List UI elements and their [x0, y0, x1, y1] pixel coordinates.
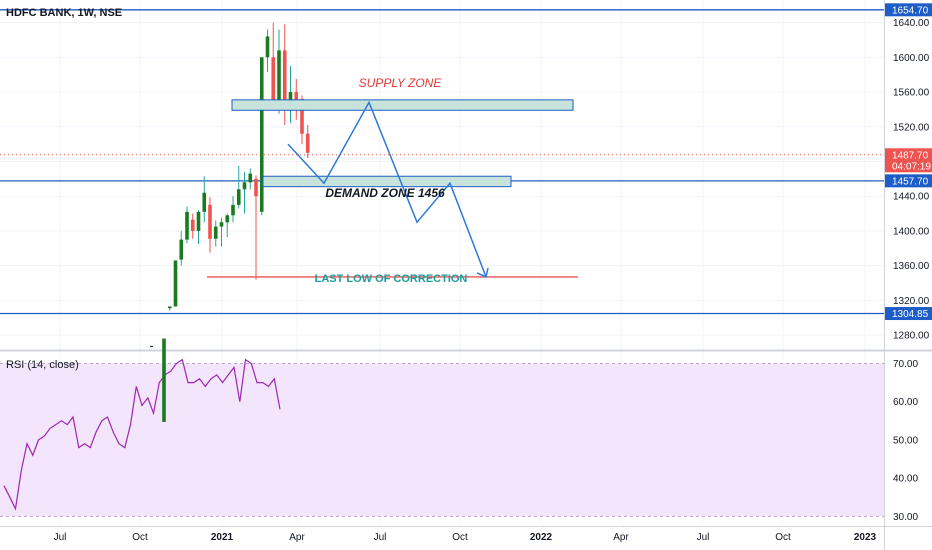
time-tick-label: Oct	[452, 532, 468, 543]
candle-body	[265, 36, 270, 58]
candle-body	[300, 98, 304, 134]
rsi-band	[0, 363, 884, 517]
price-tick-label: 1400.00	[893, 226, 930, 237]
candle-body	[219, 222, 224, 227]
price-label-value: 1304.85	[892, 309, 929, 320]
price-tick-label: 1640.00	[893, 18, 930, 29]
price-tick-label: 1520.00	[893, 122, 930, 133]
supply-zone-label: SUPPLY ZONE	[359, 76, 443, 90]
candle-body	[282, 50, 287, 106]
rsi-tick-label: 60.00	[893, 397, 918, 408]
rsi-pane	[0, 358, 884, 517]
price-label-box	[885, 148, 932, 173]
time-tick-label: 2023	[854, 532, 877, 543]
price-label-box	[885, 174, 932, 188]
candle-body	[254, 178, 258, 197]
price-tick-label: 1440.00	[893, 192, 930, 203]
rsi-tick-label: 50.00	[893, 435, 918, 446]
time-tick-label: Oct	[775, 532, 791, 543]
candle-body	[173, 260, 178, 307]
candle-body	[196, 211, 201, 231]
symbol-title: HDFC BANK, 1W, NSE	[6, 7, 123, 19]
rsi-tick-label: 40.00	[893, 474, 918, 485]
candlestick-series	[150, 22, 310, 422]
candle-body	[213, 226, 218, 239]
candle-body	[231, 204, 235, 216]
time-tick-label: 2022	[530, 532, 553, 543]
price-label-value: 1487.70	[892, 150, 929, 161]
price-tick-label: 1600.00	[893, 53, 930, 64]
candle-body	[242, 182, 247, 190]
supply-zone-box	[231, 99, 574, 111]
candle-body	[305, 133, 310, 153]
candle-body	[277, 50, 281, 103]
projection-path	[287, 100, 487, 278]
price-tick-label: 1360.00	[893, 261, 930, 272]
candle-body	[294, 92, 299, 103]
rsi-tick-label: 70.00	[893, 359, 918, 370]
rsi-line	[3, 358, 281, 511]
demand-zone-box	[262, 175, 512, 188]
candle-body	[185, 211, 189, 240]
time-tick-label: Jul	[374, 532, 387, 543]
time-tick-label: Oct	[132, 532, 148, 543]
candle-body	[288, 92, 293, 106]
candle-body	[225, 215, 230, 223]
price-axis[interactable]: 1280.001320.001360.001400.001440.001480.…	[885, 3, 932, 523]
demand-zone-label: DEMAND ZONE 1456	[325, 186, 445, 200]
last-low-label: LAST LOW OF CORRECTION	[315, 273, 468, 285]
candle-body	[236, 189, 241, 205]
price-label-value: 1457.70	[892, 176, 929, 187]
candle-body	[162, 338, 166, 422]
candle-body	[167, 306, 172, 309]
time-axis[interactable]: Jul Oct 2021 Apr Jul Oct 2022 Apr Jul Oct 2023	[54, 532, 877, 543]
candle-body	[248, 173, 253, 183]
candle-body	[179, 239, 184, 260]
price-label-value: 1654.70	[892, 5, 929, 16]
projection-arrow-head	[476, 267, 489, 279]
price-tick-label: 1560.00	[893, 88, 930, 99]
price-label-countdown: 04:07:19	[892, 161, 931, 172]
price-label-box	[885, 3, 932, 17]
drawings[interactable]: SUPPLY ZONE DEMAND ZONE 1456 LAST LOW OF C…	[207, 76, 578, 285]
rsi-tick-label: 30.00	[893, 512, 918, 523]
candle-body	[259, 57, 264, 212]
candle-body	[271, 57, 276, 103]
rsi-title: RSI (14, close)	[6, 359, 79, 371]
candle-body	[190, 219, 195, 231]
time-tick-label: Jul	[697, 532, 710, 543]
time-tick-label: Apr	[289, 532, 305, 543]
price-tick-label: 1280.00	[893, 331, 930, 342]
time-tick-label: Apr	[613, 532, 629, 543]
price-label-box	[885, 307, 932, 321]
candle-body	[208, 204, 212, 239]
price-tick-label: 1320.00	[893, 296, 930, 307]
time-tick-label: 2021	[211, 532, 234, 543]
candle-body	[202, 192, 207, 212]
time-tick-label: Jul	[54, 532, 67, 543]
